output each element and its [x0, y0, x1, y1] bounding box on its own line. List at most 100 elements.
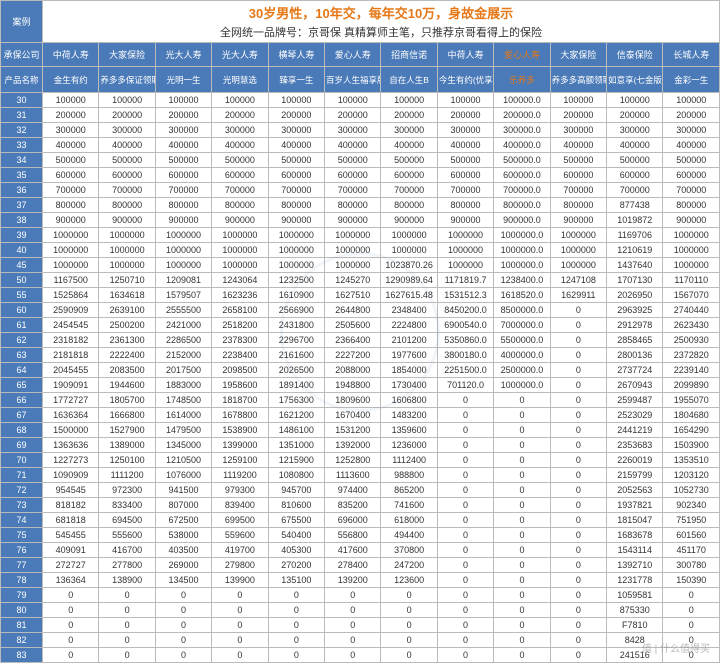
value-cell: 0	[550, 438, 606, 453]
value-cell: 800000	[663, 198, 720, 213]
value-cell: 2361300	[99, 333, 155, 348]
value-cell: 0	[494, 588, 550, 603]
value-cell: 0	[550, 648, 606, 663]
table-row: 3010000010000010000010000010000010000010…	[1, 93, 720, 108]
table-row: 6124545452500200242100025182002431800250…	[1, 318, 720, 333]
value-cell: 700000	[663, 183, 720, 198]
value-cell: 1627615.48	[381, 288, 437, 303]
value-cell: 8500000.0	[494, 303, 550, 318]
value-cell: 2239140	[663, 363, 720, 378]
value-cell: 1883000	[155, 378, 211, 393]
value-cell: 800000	[325, 198, 381, 213]
value-cell: 941500	[155, 483, 211, 498]
table-row: 3230000030000030000030000030000030000030…	[1, 123, 720, 138]
value-cell: 1525864	[43, 288, 99, 303]
value-cell: 1756300	[268, 393, 324, 408]
value-cell: 2099890	[663, 378, 720, 393]
table-row: 6913636361389000134500013990001351000139…	[1, 438, 720, 453]
value-cell: 1909091	[43, 378, 99, 393]
value-cell: 400000	[99, 138, 155, 153]
value-cell: 0	[550, 408, 606, 423]
value-cell: 100000.0	[494, 93, 550, 108]
value-cell: 2518200	[212, 318, 268, 333]
value-cell: 2260019	[607, 453, 663, 468]
value-cell: 0	[99, 603, 155, 618]
value-cell: 1000000.0	[494, 258, 550, 273]
value-cell: 0	[99, 633, 155, 648]
value-cell: 2523029	[607, 408, 663, 423]
value-cell: 0	[437, 618, 493, 633]
value-cell: 300000	[381, 123, 437, 138]
value-cell: 0	[663, 603, 720, 618]
value-cell: 800000	[550, 198, 606, 213]
product-cell: 如意享(七金版)	[607, 67, 663, 93]
age-cell: 34	[1, 153, 43, 168]
value-cell: 1231778	[607, 573, 663, 588]
age-cell: 79	[1, 588, 43, 603]
value-cell: 0	[437, 543, 493, 558]
value-cell: 1392000	[325, 438, 381, 453]
value-cell: 1666800	[99, 408, 155, 423]
value-cell: 1527900	[99, 423, 155, 438]
value-cell: 0	[494, 603, 550, 618]
value-cell: 1531512.3	[437, 288, 493, 303]
value-cell: 2421000	[155, 318, 211, 333]
value-cell: 751950	[663, 513, 720, 528]
value-cell: 0	[43, 633, 99, 648]
value-cell: 618000	[381, 513, 437, 528]
value-cell: 500000	[99, 153, 155, 168]
value-cell: 0	[212, 633, 268, 648]
case-label: 案例	[1, 1, 43, 43]
value-cell: 300000	[268, 123, 324, 138]
value-cell: 1170110	[663, 273, 720, 288]
value-cell: 2566900	[268, 303, 324, 318]
age-cell: 37	[1, 198, 43, 213]
value-cell: 1389000	[99, 438, 155, 453]
value-cell: 1000000	[212, 228, 268, 243]
value-cell: 2152000	[155, 348, 211, 363]
value-cell: 1252800	[325, 453, 381, 468]
table-row: 8300000000002415160	[1, 648, 720, 663]
value-cell: 0	[268, 618, 324, 633]
value-cell: 2431800	[268, 318, 324, 333]
value-cell: 1399000	[212, 438, 268, 453]
value-cell: 200000	[43, 108, 99, 123]
company-cell: 光大人寿	[212, 43, 268, 67]
value-cell: 699500	[212, 513, 268, 528]
value-cell: 0	[99, 588, 155, 603]
value-cell: 138900	[99, 573, 155, 588]
value-cell: 2161600	[268, 348, 324, 363]
value-cell: 0	[268, 633, 324, 648]
value-cell: 2017500	[155, 363, 211, 378]
value-cell: 1636364	[43, 408, 99, 423]
value-cell: 135100	[268, 573, 324, 588]
age-cell: 63	[1, 348, 43, 363]
value-cell: 2500200	[99, 318, 155, 333]
age-cell: 83	[1, 648, 43, 663]
table-row: 6519090911944600188300019586001891400194…	[1, 378, 720, 393]
value-cell: 600000.0	[494, 168, 550, 183]
value-cell: 974400	[325, 483, 381, 498]
value-cell: 1634618	[99, 288, 155, 303]
title-sub: 全网统一品牌号：京哥保 真精算师主笔，只推荐京哥看得上的保险	[44, 24, 718, 40]
value-cell: 0	[550, 318, 606, 333]
value-cell: 0	[550, 453, 606, 468]
age-cell: 70	[1, 453, 43, 468]
value-cell: 0	[494, 618, 550, 633]
value-cell: 5350860.0	[437, 333, 493, 348]
value-cell: 1000000	[663, 258, 720, 273]
value-cell: 5500000.0	[494, 333, 550, 348]
value-cell: 1000000	[325, 228, 381, 243]
value-cell: 1000000	[381, 243, 437, 258]
value-cell: 900000	[212, 213, 268, 228]
age-cell: 67	[1, 408, 43, 423]
age-cell: 71	[1, 468, 43, 483]
value-cell: 1000000	[437, 258, 493, 273]
value-cell: 900000	[268, 213, 324, 228]
value-cell: 1250710	[99, 273, 155, 288]
value-cell: 1000000	[325, 243, 381, 258]
title-cell: 30岁男性，10年交，每年交10万，身故金展示 全网统一品牌号：京哥保 真精算师…	[43, 1, 720, 43]
value-cell: 370800	[381, 543, 437, 558]
value-cell: 1236000	[381, 438, 437, 453]
value-cell: 1119200	[212, 468, 268, 483]
